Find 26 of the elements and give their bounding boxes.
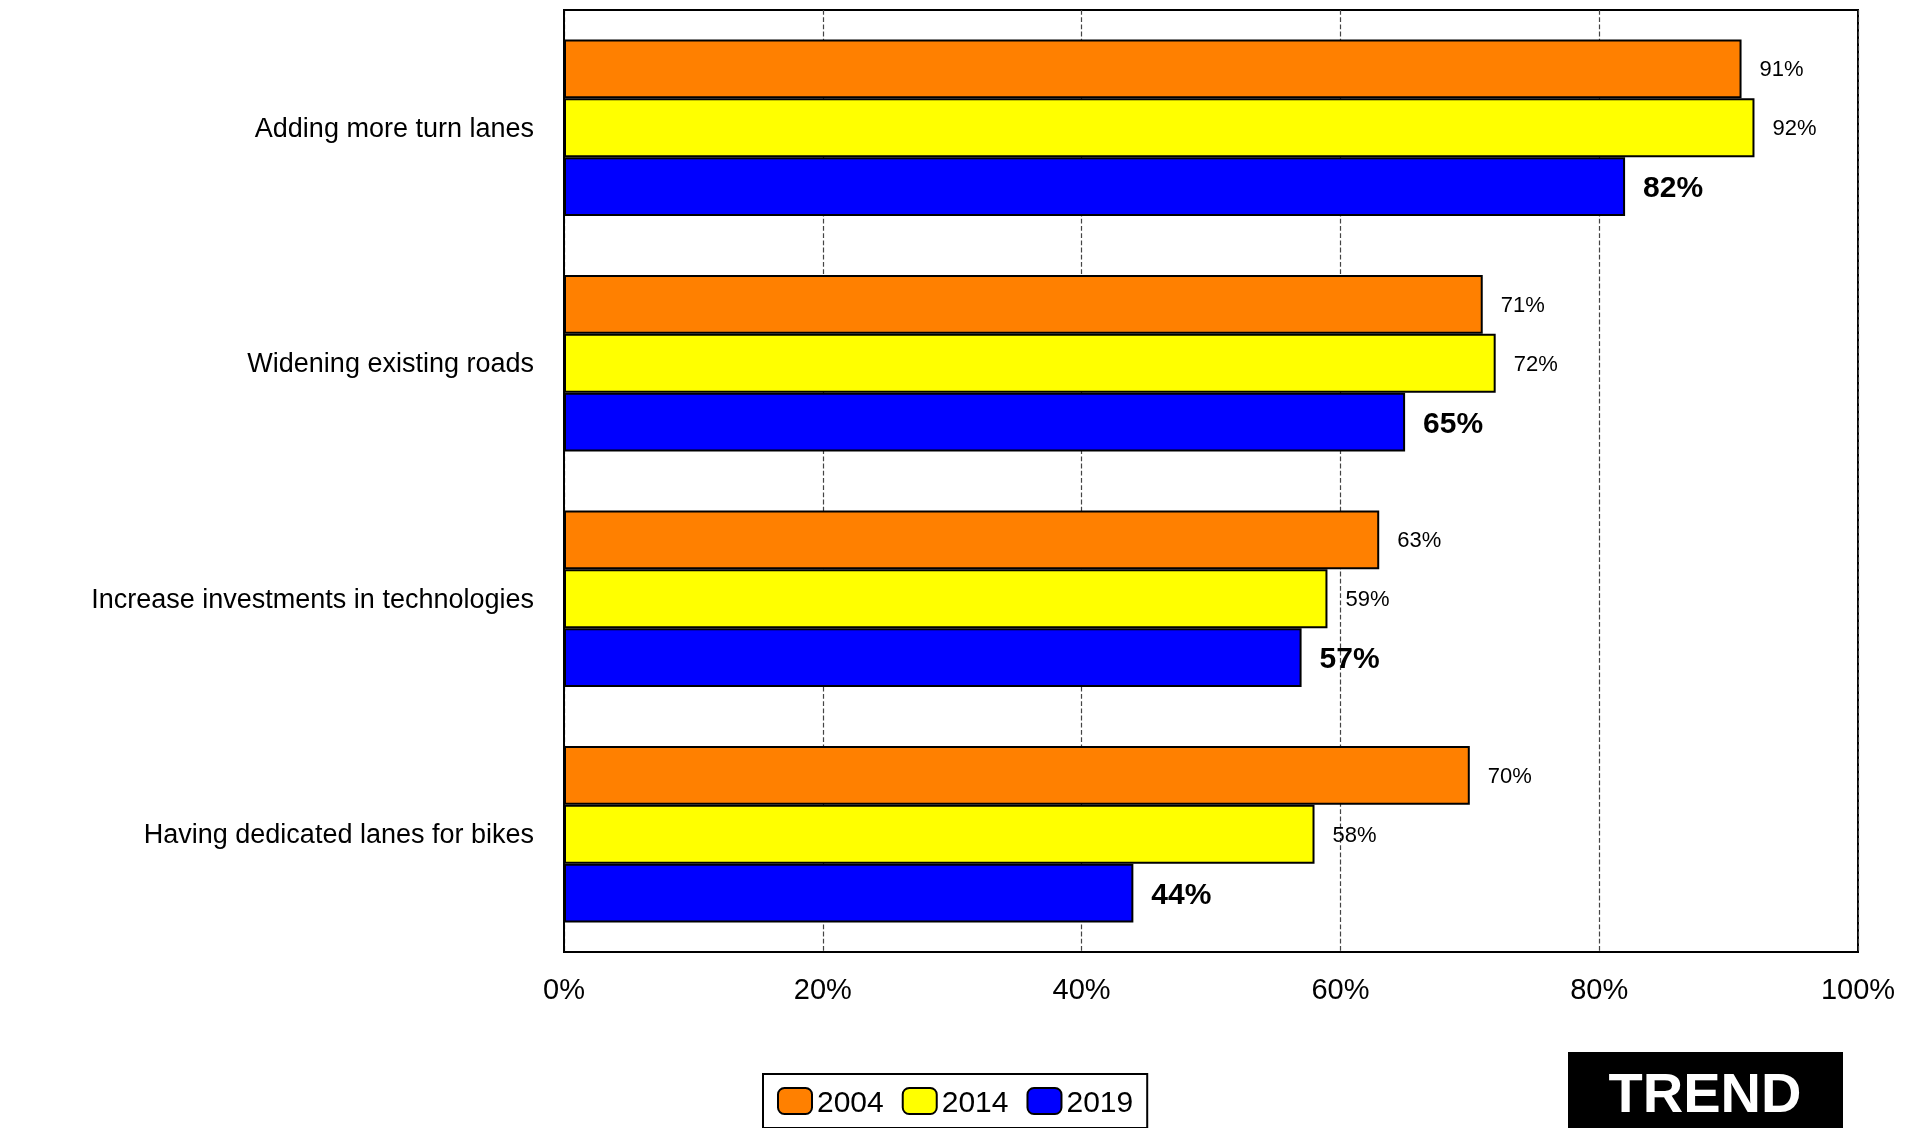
data-label: 59%: [1345, 586, 1390, 612]
x-tick-label: 0%: [543, 972, 585, 1005]
data-label: 71%: [1500, 291, 1545, 317]
y-tick-label: Having dedicated lanes for bikes: [143, 819, 534, 850]
x-tick-label: 40%: [1052, 972, 1111, 1005]
data-label: 70%: [1487, 762, 1532, 788]
y-tick-label: Widening existing roads: [247, 348, 534, 379]
data-label: 58%: [1332, 821, 1377, 847]
data-label: 91%: [1759, 56, 1804, 82]
legend-label: 2019: [1066, 1084, 1134, 1118]
data-label: 92%: [1772, 115, 1817, 141]
data-label: 44%: [1151, 876, 1212, 910]
data-label: 82%: [1643, 170, 1704, 204]
x-tick-label: 80%: [1570, 972, 1629, 1005]
x-tick-label: 60%: [1311, 972, 1370, 1005]
x-tick-label: 20%: [793, 972, 852, 1005]
y-tick-label: Adding more turn lanes: [254, 112, 534, 143]
y-tick-label: Increase investments in technologies: [91, 583, 534, 614]
x-tick-label: 100%: [1820, 972, 1896, 1005]
data-label: 65%: [1423, 405, 1484, 439]
text: TREND: [1608, 1060, 1802, 1124]
legend-label: 2014: [941, 1084, 1009, 1118]
data-label: 63%: [1397, 527, 1442, 553]
legend-label: 2004: [817, 1084, 884, 1118]
data-label: 72%: [1513, 350, 1558, 376]
data-label: 57%: [1319, 641, 1380, 675]
